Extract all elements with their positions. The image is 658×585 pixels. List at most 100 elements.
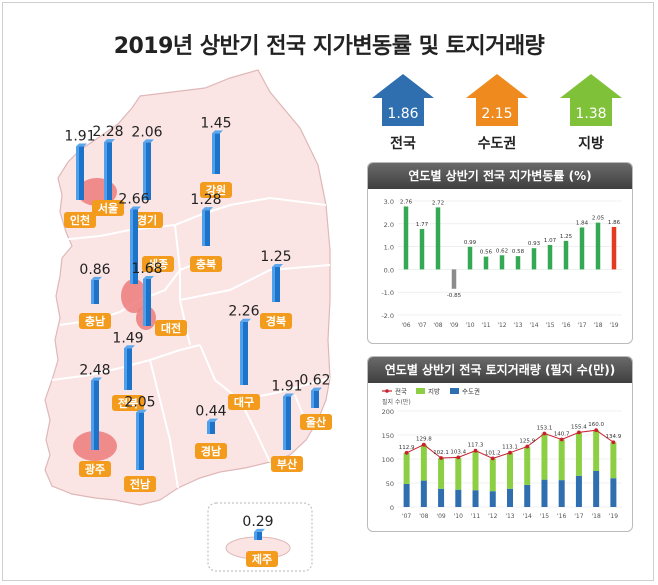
region-강원: 1.45 강원 bbox=[200, 115, 232, 198]
region-label: 강원 bbox=[206, 183, 226, 197]
bar bbox=[499, 255, 505, 270]
region-bar-top bbox=[143, 139, 154, 143]
region-label-bg bbox=[92, 200, 124, 216]
national-value-label: 129.8 bbox=[416, 437, 432, 443]
national-point bbox=[421, 442, 426, 447]
x-tick-label: '08 bbox=[419, 513, 428, 520]
region-bar-top bbox=[202, 207, 213, 211]
bar-value-label: 1.84 bbox=[576, 220, 589, 226]
bar-capital-area bbox=[420, 480, 427, 507]
national-value-label: 160.0 bbox=[588, 422, 604, 428]
region-value: 2.26 bbox=[228, 304, 259, 320]
region-bar-highlight bbox=[76, 146, 79, 200]
bar-regional bbox=[575, 432, 582, 476]
land-price-change-chart: 3.0 2.0 1.0 0.0 -1.0 -2.0 2.76 '06 1.77 '07 2.72 '0… bbox=[381, 198, 622, 329]
national-value-label: 153.1 bbox=[537, 426, 553, 432]
national-value-label: 102.1 bbox=[433, 450, 449, 456]
bar-value-label: 2.72 bbox=[432, 200, 444, 206]
region-label-bg bbox=[200, 182, 232, 198]
summary-전국: 1.86 전국 bbox=[372, 74, 434, 152]
region-label: 대구 bbox=[234, 395, 254, 409]
region-label: 세종 bbox=[148, 257, 168, 271]
region-label-bg bbox=[300, 414, 332, 430]
x-tick-label: '10 bbox=[454, 513, 463, 520]
region-bar bbox=[143, 278, 151, 326]
bar bbox=[467, 246, 473, 270]
bar-capital-area bbox=[489, 491, 496, 507]
region-value: 1.49 bbox=[112, 330, 143, 346]
region-label: 경남 bbox=[201, 444, 221, 458]
bar-value-label: 2.76 bbox=[400, 199, 413, 205]
region-bar-highlight bbox=[91, 380, 94, 450]
region-bar-highlight bbox=[143, 278, 146, 326]
x-tick-label: '11 bbox=[481, 322, 490, 329]
summary-수도권: 2.15 수도권 bbox=[466, 74, 528, 152]
x-tick-label: '10 bbox=[465, 322, 474, 329]
region-label: 광주 bbox=[85, 463, 105, 476]
region-label-bg bbox=[260, 313, 292, 329]
national-point bbox=[542, 431, 547, 436]
national-point bbox=[594, 428, 599, 433]
legend-marker bbox=[385, 389, 389, 393]
national-value-label: 101.2 bbox=[485, 450, 501, 456]
region-bar-highlight bbox=[207, 421, 210, 434]
national-value-label: 103.4 bbox=[450, 449, 466, 455]
region-충남: 0.86 충남 bbox=[79, 262, 111, 329]
region-label: 인천 bbox=[70, 213, 90, 227]
region-bar bbox=[76, 146, 84, 200]
region-label: 전북 bbox=[118, 396, 138, 410]
region-bar bbox=[202, 210, 210, 246]
region-value: 2.66 bbox=[118, 192, 149, 208]
summary-value: 1.86 bbox=[387, 106, 418, 122]
bar-regional bbox=[489, 458, 496, 492]
bar bbox=[595, 222, 601, 270]
region-부산: 1.91 부산 bbox=[271, 379, 303, 472]
y-tick-label: 1.0 bbox=[384, 244, 394, 252]
region-bar-top bbox=[207, 418, 218, 422]
y-axis-label: 필지 수(만) bbox=[382, 398, 411, 406]
region-bar bbox=[91, 279, 99, 304]
region-전북: 1.49 전북 bbox=[112, 330, 144, 411]
region-bar-highlight bbox=[143, 142, 146, 200]
region-bar-highlight bbox=[202, 210, 205, 246]
bar-capital-area bbox=[403, 483, 410, 507]
region-label-bg bbox=[142, 256, 174, 272]
national-point bbox=[577, 430, 581, 435]
region-label: 부산 bbox=[277, 457, 297, 471]
bar bbox=[483, 256, 489, 270]
x-tick-label: '08 bbox=[433, 322, 442, 329]
summary-label: 전국 bbox=[390, 135, 416, 152]
bar-capital-area bbox=[541, 479, 548, 507]
region-제주: 0.29 제주 bbox=[242, 514, 278, 567]
region-bar bbox=[311, 390, 319, 408]
x-tick-label: '16 bbox=[561, 322, 570, 329]
region-bar-top bbox=[136, 409, 147, 413]
bar bbox=[435, 207, 441, 270]
national-value-label: 113.1 bbox=[502, 445, 518, 451]
region-label-bg bbox=[190, 256, 222, 272]
region-label: 경북 bbox=[266, 314, 286, 328]
bar-value-label: 1.77 bbox=[416, 222, 429, 228]
region-label: 제주 bbox=[252, 552, 272, 566]
bar-capital-area bbox=[507, 488, 513, 507]
x-tick-label: '12 bbox=[488, 513, 497, 520]
region-bar bbox=[240, 321, 248, 385]
x-tick-label: '13 bbox=[505, 513, 514, 520]
x-tick-label: '09 bbox=[449, 322, 458, 329]
summary-지방: 1.38 지방 bbox=[560, 74, 622, 152]
region-경북: 1.25 경북 bbox=[260, 249, 292, 329]
region-bar bbox=[143, 142, 151, 200]
land-transaction-panel: 연도별 상반기 전국 토지거래량 (필지 수(만)) 전국 지방 수도권 필지 수(만… bbox=[367, 356, 633, 532]
jeju-inset bbox=[207, 502, 313, 572]
region-서울: 2.28 서울 bbox=[92, 124, 124, 216]
bar-regional bbox=[524, 446, 531, 485]
legend-label: 전국 bbox=[395, 387, 407, 396]
bar-regional bbox=[403, 452, 410, 484]
bar-capital-area bbox=[472, 490, 479, 507]
region-전남: 2.05 전남 bbox=[124, 395, 156, 492]
summary-label: 수도권 bbox=[478, 136, 517, 152]
summary-value: 2.15 bbox=[481, 106, 512, 122]
region-bar-top bbox=[91, 377, 102, 381]
bar-regional bbox=[438, 458, 445, 489]
